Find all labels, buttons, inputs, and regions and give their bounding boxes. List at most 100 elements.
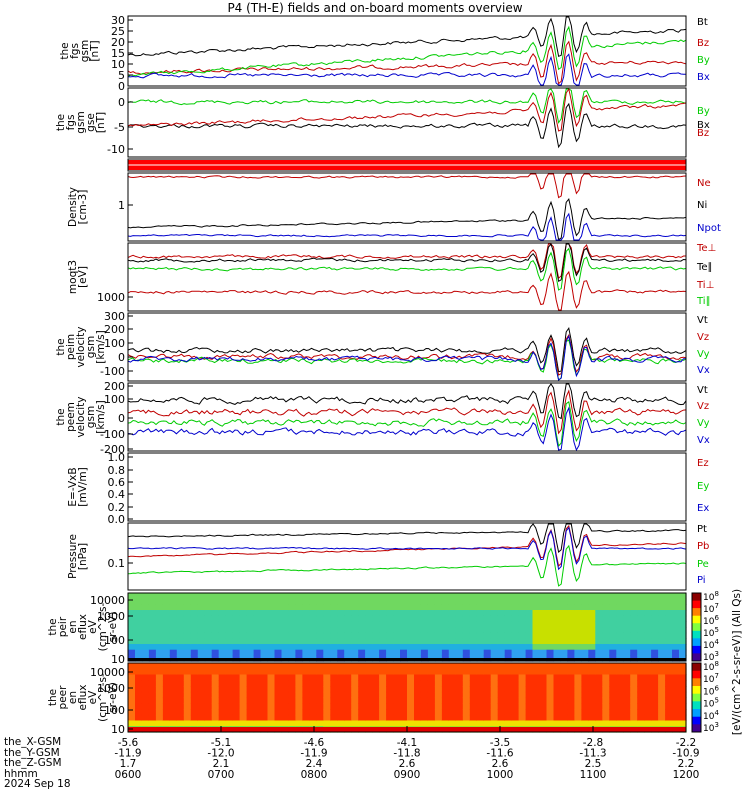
spectrogram-cell (274, 604, 283, 611)
spectrogram-cell (595, 668, 603, 676)
spectrogram-cell (316, 720, 324, 727)
spectrogram-cell (372, 680, 380, 687)
spectrogram-cell (511, 714, 520, 722)
y-axis-label: fgs (69, 43, 81, 59)
spectrogram-cell (595, 720, 603, 727)
legend-entry: Ni (697, 200, 707, 211)
spectrogram-cell (441, 709, 450, 716)
spectrogram-cell (274, 615, 283, 622)
spectrogram-cell (204, 709, 213, 716)
spectrogram-cell (665, 644, 673, 651)
spectrogram-cell (637, 649, 645, 656)
spectrogram-cell (288, 720, 296, 727)
spectrogram-cell (393, 638, 401, 645)
spectrogram-cell (504, 691, 513, 699)
spectrogram-cell (176, 598, 185, 605)
spectrogram-cell (567, 632, 575, 639)
spectrogram-cell (288, 649, 296, 656)
spectrogram-cell (309, 610, 317, 617)
spectrogram-cell (525, 649, 534, 656)
spectrogram-cell (490, 686, 499, 693)
spectrogram-cell (162, 703, 171, 710)
time-axis-labels: the_X-GSM the_Y-GSM the_Z-GSM hhmm 2024 … (4, 737, 71, 790)
spectrogram-cell (239, 668, 248, 676)
spectrogram-cell (218, 615, 227, 622)
spectrogram-cell (155, 627, 164, 634)
spectrogram-cell (651, 691, 659, 699)
spectrogram-cell (295, 668, 303, 676)
y-gsm-value: -11.3 (579, 748, 606, 760)
spectrogram-cell (302, 638, 310, 645)
spectrogram-cell (679, 697, 687, 704)
spectrogram-cell (679, 720, 687, 727)
spectrogram-cell (595, 680, 603, 687)
spectrogram-cell (448, 714, 457, 722)
spectrogram-cell (316, 686, 324, 693)
spectrogram-cell (176, 638, 185, 645)
spectrogram-cell (379, 627, 387, 634)
spectrogram-cell (393, 720, 401, 727)
spectrogram-cell (316, 691, 324, 699)
spectrogram-cell (630, 649, 638, 656)
spectrogram-cell (407, 638, 415, 645)
spectrogram-cell (379, 593, 387, 600)
spectrogram-cell (225, 714, 234, 722)
spectrogram-cell (414, 668, 422, 676)
colorbar-bottom-tick: 103 (703, 721, 719, 734)
spectrogram-cell (672, 632, 680, 639)
spectrogram-cell (448, 668, 457, 676)
y-axis-label: gsm (85, 406, 97, 428)
spectrogram-cell (190, 720, 199, 727)
spectrogram-cell (602, 638, 610, 645)
spectrogram-cell (372, 610, 380, 617)
panel-frame-density (127, 172, 687, 242)
spectrogram-cell (595, 598, 603, 605)
spectrogram-cell (462, 686, 471, 693)
spectrogram-cell (372, 674, 380, 681)
spectrogram-cell (176, 615, 185, 622)
spectrogram-cell (204, 680, 213, 687)
spectrogram-cell (581, 598, 589, 605)
spectrogram-cell (469, 644, 478, 651)
spectrogram-cell (379, 644, 387, 651)
spectrogram-cell (386, 720, 394, 727)
spectrogram-cell (567, 627, 575, 634)
spectrogram-cell (253, 674, 262, 681)
spectrogram-cell (511, 674, 520, 681)
panel-frame-fgs_mag (127, 15, 687, 87)
spectrogram-cell (253, 720, 262, 727)
spectrogram-cell (302, 714, 310, 722)
spectrogram-cell (197, 604, 206, 611)
spectrogram-cell (637, 610, 645, 617)
spectrogram-cell (623, 663, 631, 670)
spectrogram-cell (295, 621, 303, 628)
spectrogram-cell (539, 615, 548, 622)
spectrogram-cell (190, 610, 199, 617)
spectrogram-cell (309, 632, 317, 639)
colorbar-bottom-band (692, 670, 701, 679)
spectrogram-cell (400, 615, 408, 622)
spectrogram-cell (441, 668, 450, 676)
spectrogram-cell (651, 703, 659, 710)
spectrogram-cell (637, 674, 645, 681)
spectrogram-cell (567, 663, 575, 670)
spectrogram-cell (393, 703, 401, 710)
spectrogram-cell (358, 703, 366, 710)
spectrogram-cell (665, 663, 673, 670)
spectrogram-cell (197, 674, 206, 681)
spectrogram-cell (162, 593, 171, 600)
y-axis-label: (cm^2-s- (97, 602, 109, 651)
spectrogram-cell (462, 674, 471, 681)
spectrogram-cell (455, 593, 464, 600)
spectrogram-cell (637, 627, 645, 634)
spectrogram-cell (155, 714, 164, 722)
spectrogram-cell (602, 680, 610, 687)
spectrogram-cell (365, 638, 373, 645)
spectrogram-cell (295, 638, 303, 645)
spectrogram-cell (169, 686, 178, 693)
spectrogram-cell (497, 697, 506, 704)
spectrogram-cell (469, 697, 478, 704)
colorbar-top-band (692, 623, 701, 632)
spectrogram-cell (372, 638, 380, 645)
spectrogram-cell (651, 709, 659, 716)
